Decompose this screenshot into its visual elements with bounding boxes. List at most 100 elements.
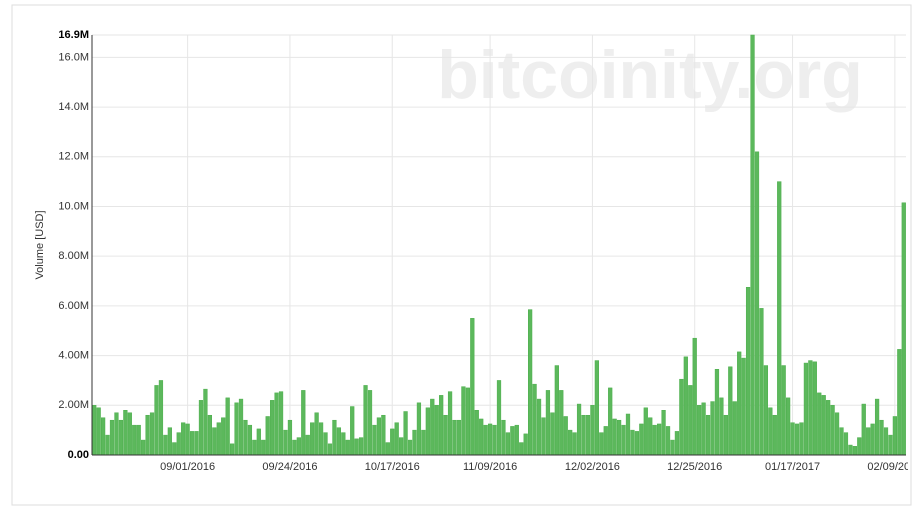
bar bbox=[198, 400, 204, 456]
bar bbox=[852, 446, 857, 456]
bar bbox=[238, 398, 244, 456]
bar bbox=[167, 427, 172, 456]
bar bbox=[456, 419, 462, 456]
bar bbox=[92, 405, 97, 456]
bar bbox=[559, 390, 564, 456]
bar bbox=[492, 424, 497, 456]
bar bbox=[207, 414, 212, 456]
bar bbox=[332, 419, 337, 456]
bar bbox=[741, 357, 746, 456]
bar bbox=[194, 431, 199, 456]
bar bbox=[621, 424, 626, 456]
bar bbox=[136, 424, 141, 456]
bar bbox=[710, 401, 715, 456]
bar bbox=[772, 414, 777, 456]
bar bbox=[203, 388, 208, 456]
bar bbox=[372, 424, 377, 456]
x-tick-label: 01/17/2017 bbox=[765, 461, 820, 473]
bar bbox=[141, 439, 146, 456]
bar bbox=[759, 308, 764, 456]
bar bbox=[901, 202, 906, 456]
bar bbox=[261, 439, 266, 456]
y-tick-label: 0.00 bbox=[68, 449, 89, 461]
bar bbox=[287, 419, 293, 456]
bar bbox=[394, 422, 399, 456]
bar bbox=[866, 427, 871, 456]
bar bbox=[345, 439, 350, 456]
bar bbox=[745, 286, 751, 456]
bar bbox=[474, 410, 479, 456]
bar bbox=[470, 318, 475, 456]
bar bbox=[221, 417, 226, 456]
bar bbox=[519, 442, 524, 456]
bar bbox=[616, 419, 622, 456]
bar bbox=[883, 427, 889, 456]
bar bbox=[114, 412, 119, 456]
bar bbox=[661, 410, 666, 456]
bar bbox=[439, 395, 444, 456]
bar bbox=[385, 442, 390, 456]
bar bbox=[523, 433, 528, 456]
x-tick-label: 11/09/2016 bbox=[463, 461, 517, 473]
bar bbox=[652, 424, 657, 456]
y-tick-label: 2.00M bbox=[58, 399, 89, 411]
chart-frame bbox=[11, 4, 912, 506]
bar bbox=[510, 426, 515, 456]
bar bbox=[768, 407, 773, 456]
bar bbox=[327, 443, 333, 456]
bar bbox=[732, 401, 737, 456]
bar bbox=[229, 443, 235, 456]
bar bbox=[888, 434, 893, 456]
bar bbox=[874, 398, 880, 456]
bar bbox=[461, 386, 466, 456]
y-tick-label: 4.00M bbox=[58, 349, 89, 361]
bar bbox=[301, 390, 306, 456]
bar bbox=[630, 429, 635, 456]
bar bbox=[154, 385, 159, 456]
bar bbox=[603, 426, 608, 456]
bar bbox=[176, 432, 181, 456]
bar bbox=[737, 351, 742, 456]
bar bbox=[376, 417, 382, 456]
x-tick-label: 09/24/2016 bbox=[262, 461, 317, 473]
bar bbox=[692, 337, 697, 456]
y-tick-label: 16.9M bbox=[58, 29, 89, 41]
bar bbox=[447, 391, 453, 456]
bar bbox=[163, 434, 168, 456]
bar bbox=[568, 429, 573, 456]
bar bbox=[848, 444, 853, 456]
bar bbox=[256, 428, 261, 456]
bar bbox=[679, 378, 684, 456]
bar bbox=[857, 437, 862, 456]
bar bbox=[528, 309, 533, 456]
bar bbox=[794, 423, 800, 456]
bar bbox=[101, 417, 106, 456]
bar bbox=[421, 429, 426, 456]
bar bbox=[341, 432, 346, 456]
bar bbox=[861, 403, 866, 456]
y-tick-label: 14.0M bbox=[58, 101, 89, 113]
bar bbox=[185, 423, 190, 456]
y-tick-label: 16.0M bbox=[58, 51, 89, 63]
bar bbox=[648, 417, 653, 456]
bar bbox=[697, 405, 702, 456]
bar bbox=[554, 365, 559, 456]
bar bbox=[572, 432, 577, 456]
x-tick-label: 10/17/2016 bbox=[365, 461, 420, 473]
bar bbox=[705, 414, 711, 456]
bar bbox=[243, 419, 248, 456]
bar bbox=[434, 405, 439, 456]
bar bbox=[310, 422, 315, 456]
bar bbox=[109, 419, 115, 456]
bar bbox=[834, 412, 840, 456]
bar bbox=[127, 412, 132, 456]
bar bbox=[799, 422, 804, 456]
bar bbox=[390, 428, 395, 456]
x-tick-label: 09/01/2016 bbox=[160, 461, 215, 473]
bar bbox=[892, 416, 897, 456]
bar bbox=[172, 442, 177, 456]
bar bbox=[830, 405, 835, 456]
bar bbox=[323, 432, 328, 456]
bar bbox=[318, 422, 324, 456]
